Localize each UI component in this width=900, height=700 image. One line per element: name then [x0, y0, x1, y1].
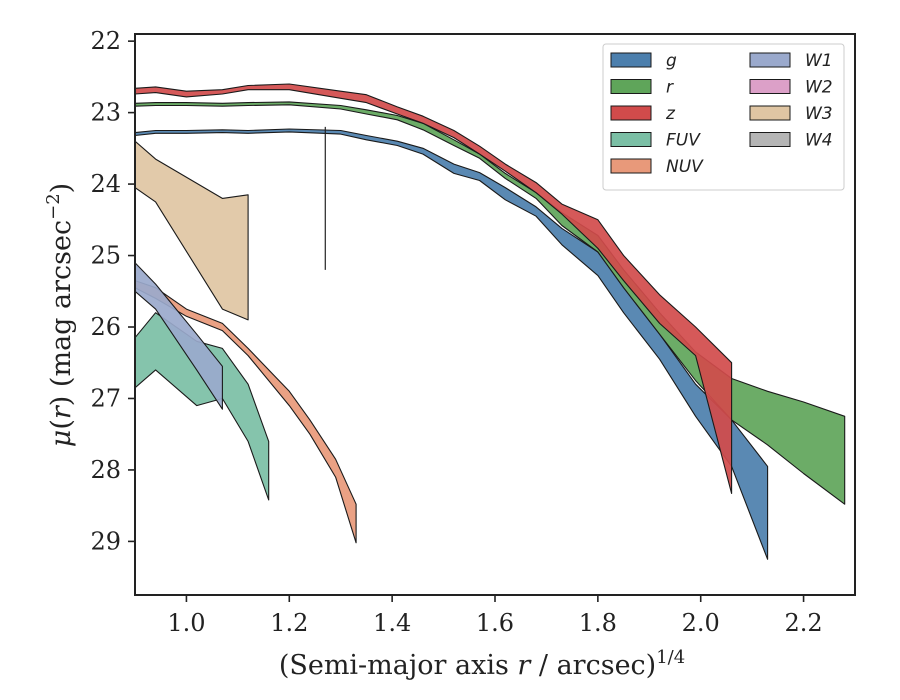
- band-w3: [135, 140, 249, 321]
- y-tick-label: 22: [90, 27, 121, 55]
- y-tick-label: 23: [90, 99, 121, 127]
- y-tick-label: 24: [90, 170, 121, 198]
- x-tick-label: 1.8: [579, 609, 617, 637]
- legend-swatch-z: [610, 105, 652, 121]
- x-axis-title: (Semi-major axis r / arcsec)1/4: [279, 647, 685, 681]
- legend-swatch-nuv: [610, 158, 652, 174]
- x-tick-label: 2.0: [682, 609, 720, 637]
- x-tick-label: 1.2: [270, 609, 308, 637]
- legend-label-w2: W2: [805, 78, 833, 98]
- legend-label-r: r: [666, 78, 674, 98]
- legend-swatch-w2: [749, 79, 791, 94]
- band-r: [135, 101, 846, 505]
- band-nuv: [135, 280, 357, 544]
- y-axis-title: μ(r) (mag arcsec−2): [43, 183, 77, 447]
- x-tick-label: 1.6: [476, 609, 514, 637]
- legend-swatch-w1: [749, 52, 791, 68]
- x-tick-label: 1.0: [167, 609, 205, 637]
- legend-label-w4: W4: [805, 131, 833, 151]
- band-g: [135, 128, 769, 560]
- x-axis-ticks: 1.0 1.2 1.4 1.6 1.8 2.0 2.2: [167, 595, 823, 637]
- x-tick-label: 2.2: [784, 609, 822, 637]
- y-tick-label: 25: [90, 242, 121, 270]
- band-w1: [135, 262, 223, 410]
- legend-label-z: z: [665, 104, 676, 124]
- legend-label-nuv: NUV: [666, 157, 704, 177]
- legend: grz FUV NUV W1 W2 W3 W4: [602, 43, 845, 191]
- legend-label-g: g: [666, 51, 677, 71]
- y-tick-label: 26: [90, 313, 121, 341]
- legend-swatch-w4: [749, 132, 791, 147]
- x-tick-label: 1.4: [373, 609, 411, 637]
- profile-bands: [135, 83, 846, 560]
- legend-swatch-r: [610, 79, 652, 94]
- legend-label-w3: W3: [805, 104, 833, 124]
- plot-frame: [134, 33, 856, 596]
- legend-label-w1: W1: [805, 51, 833, 71]
- y-tick-label: 28: [90, 456, 121, 484]
- y-tick-label: 29: [90, 527, 121, 555]
- band-z: [135, 83, 733, 495]
- y-tick-label: 27: [90, 384, 121, 412]
- legend-label-fuv: FUV: [666, 131, 701, 151]
- y-axis-ticks: 22 23 24 25 26 27 28 29: [90, 27, 135, 555]
- legend-swatch-fuv: [610, 132, 652, 147]
- legend-swatch-g: [610, 52, 652, 68]
- legend-swatch-w3: [749, 105, 791, 121]
